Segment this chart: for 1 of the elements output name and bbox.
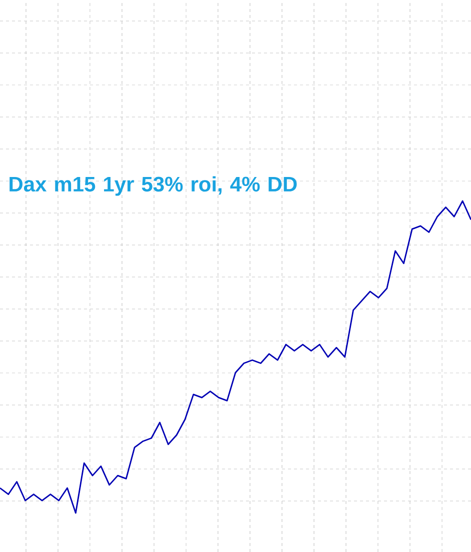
chart-title: Dax m15 1yr 53% roi, 4% DD	[10, 176, 297, 196]
